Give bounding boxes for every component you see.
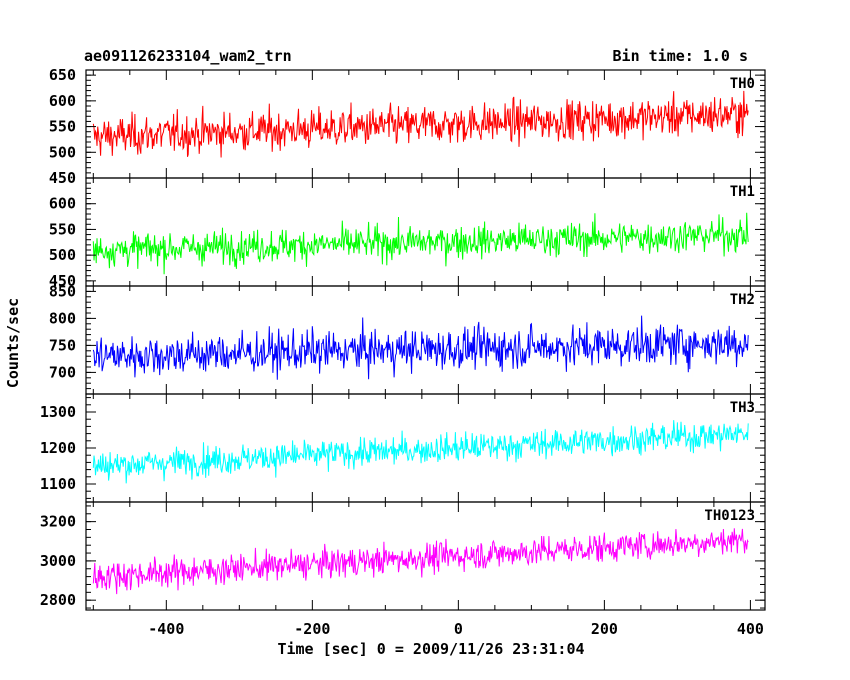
y-tick-label: 1200	[40, 439, 76, 457]
series-th0123	[92, 528, 749, 595]
series-label-th1: TH1	[730, 184, 755, 200]
x-axis-label: Time [sec] 0 = 2009/11/26 23:31:04	[277, 640, 584, 658]
y-tick-label: 550	[49, 118, 76, 136]
series-label-th3: TH3	[730, 400, 755, 416]
y-tick-label: 650	[49, 66, 76, 84]
x-tick-label: 200	[591, 620, 618, 638]
x-tick-label: -200	[294, 620, 330, 638]
panels-group: 450 500 550 600 650 TH0 450 500 550 600 TH1 700 750 8…	[40, 66, 766, 611]
panel-th0: 450 500 550 600 650 TH0	[49, 66, 766, 187]
y-tick-label: 550	[49, 220, 76, 238]
panel-frame	[85, 501, 766, 611]
y-tick-label: 3000	[40, 552, 76, 570]
y-tick-label: 1100	[40, 475, 76, 493]
panel-th2: 700 750 800 850 TH2	[49, 282, 766, 395]
series-th3	[92, 420, 749, 484]
series-label-th2: TH2	[730, 292, 755, 308]
y-tick-label: 700	[49, 363, 76, 381]
y-tick-label: 750	[49, 336, 76, 354]
y-axis-label: Counts/sec	[4, 298, 22, 388]
series-th2	[92, 315, 749, 380]
x-axis: -400 -200 0 200 400	[148, 620, 764, 638]
y-tick-label: 1300	[40, 403, 76, 421]
y-tick-label: 600	[49, 92, 76, 110]
y-tick-label: 600	[49, 195, 76, 213]
x-tick-label: -400	[148, 620, 184, 638]
y-tick-label: 2800	[40, 591, 76, 609]
x-tick-label: 0	[454, 620, 463, 638]
y-tick-label: 500	[49, 143, 76, 161]
y-tick-label: 450	[49, 169, 76, 187]
y-tick-label: 3200	[40, 513, 76, 531]
y-tick-label: 850	[49, 282, 76, 300]
y-tick-label: 800	[49, 309, 76, 327]
bin-time-label: Bin time: 1.0 s	[613, 47, 748, 65]
panel-th3: 1100 1200 1300 TH3	[40, 393, 766, 503]
series-th0	[92, 90, 749, 158]
y-tick-label: 450	[49, 272, 76, 290]
x-tick-label: 400	[737, 620, 764, 638]
series-label-th0: TH0	[730, 76, 755, 92]
panel-th1: 450 500 550 600 TH1	[49, 177, 766, 290]
series-label-th0123: TH0123	[704, 508, 755, 524]
panel-th0123: 2800 3000 3200 TH0123	[40, 501, 766, 611]
series-th1	[92, 212, 749, 275]
y-tick-label: 500	[49, 246, 76, 264]
chart-title: ae091126233104_wam2_trn	[84, 47, 292, 65]
